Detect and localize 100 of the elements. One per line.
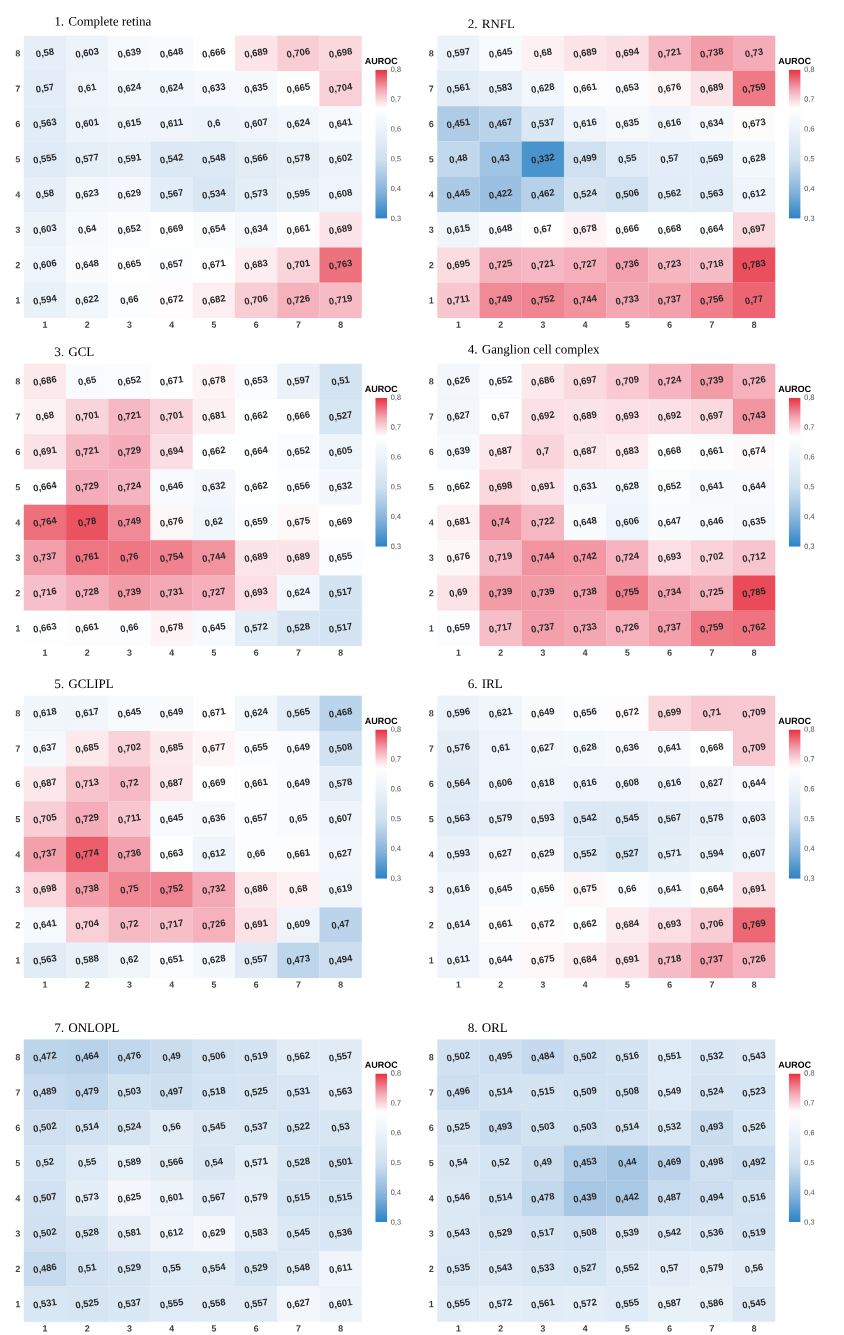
x-tick-label: 5 xyxy=(211,1325,217,1332)
data-label: 0,672 xyxy=(615,707,640,719)
y-tick-label: 5 xyxy=(429,156,434,163)
data-label: 0,468 xyxy=(329,707,353,719)
data-label: 0,576 xyxy=(447,743,470,754)
data-label: 0,655 xyxy=(244,742,268,754)
data-label: 0,514 xyxy=(615,1122,640,1133)
data-label: 0,737 xyxy=(700,954,723,966)
color-bar-title: AUROC xyxy=(365,1061,398,1068)
y-tick-label: 6 xyxy=(15,448,21,456)
data-label: 0,627 xyxy=(447,411,470,422)
data-label: 0,662 xyxy=(447,481,471,493)
y-tick-label: 2 xyxy=(15,589,21,597)
data-label: 0,639 xyxy=(118,47,141,59)
data-label: 0,666 xyxy=(287,411,310,422)
data-label: 0,503 xyxy=(531,1122,555,1133)
data-label: 0,663 xyxy=(160,849,184,860)
data-label: 0,764 xyxy=(33,516,57,528)
data-label: 0,537 xyxy=(531,118,554,129)
data-label: 0,597 xyxy=(447,47,470,59)
data-label: 0,686 xyxy=(531,375,555,387)
data-label: 0,721 xyxy=(118,411,142,422)
chart-title: 3. GCL xyxy=(55,347,94,357)
y-tick-label: 3 xyxy=(429,1230,434,1237)
y-tick-label: 8 xyxy=(429,378,434,385)
data-label: 0,648 xyxy=(75,259,99,271)
data-label: 0,774 xyxy=(75,848,100,860)
data-label: 0,685 xyxy=(160,742,184,754)
y-tick-label: 1 xyxy=(429,957,434,964)
y-tick-label: 6 xyxy=(429,448,434,456)
x-tick-label: 7 xyxy=(296,981,301,988)
x-tick-label: 5 xyxy=(211,321,217,328)
x-tick-label: 7 xyxy=(296,1325,301,1332)
data-label: 0,68 xyxy=(289,884,308,895)
data-label: 0,629 xyxy=(531,849,555,860)
data-label: 0,572 xyxy=(489,1298,513,1310)
data-label: 0,56 xyxy=(745,1263,764,1274)
data-label: 0,596 xyxy=(447,707,470,719)
data-label: 0,502 xyxy=(33,1228,57,1239)
data-label: 0,579 xyxy=(244,1192,268,1204)
data-label: 0,55 xyxy=(618,154,637,164)
data-label: 0,462 xyxy=(531,189,555,200)
data-label: 0,499 xyxy=(573,153,597,165)
data-label: 0,702 xyxy=(118,743,142,754)
data-label: 0,7 xyxy=(536,447,549,457)
data-label: 0,678 xyxy=(160,622,184,634)
data-label: 0,619 xyxy=(329,884,353,895)
data-label: 0,662 xyxy=(573,919,597,930)
x-tick-label: 7 xyxy=(709,981,715,988)
data-label: 0,657 xyxy=(160,259,183,271)
data-label: 0,58 xyxy=(36,48,55,58)
data-label: 0,534 xyxy=(202,188,226,200)
data-label: 0,628 xyxy=(573,743,597,754)
x-tick-label: 8 xyxy=(751,649,757,656)
data-label: 0,548 xyxy=(202,153,226,165)
data-label: 0,55 xyxy=(78,1157,97,1168)
data-label: 0,653 xyxy=(244,375,268,387)
data-label: 0,605 xyxy=(329,446,353,457)
data-label: 0,706 xyxy=(287,47,310,59)
data-label: 0,542 xyxy=(658,1228,682,1239)
data-label: 0,683 xyxy=(244,259,268,271)
data-label: 0,744 xyxy=(573,294,598,306)
data-label: 0,484 xyxy=(531,1051,555,1063)
data-label: 0,77 xyxy=(745,295,763,305)
data-label: 0,492 xyxy=(742,1157,766,1168)
data-label: 0,628 xyxy=(531,83,555,94)
data-label: 0,589 xyxy=(118,1157,141,1168)
data-label: 0,644 xyxy=(742,481,767,493)
data-label: 0,529 xyxy=(489,1228,513,1239)
x-tick-label: 6 xyxy=(667,321,672,328)
data-label: 0,718 xyxy=(658,954,682,966)
data-label: 0,677 xyxy=(202,742,225,754)
data-label: 0,639 xyxy=(447,446,470,457)
data-label: 0,517 xyxy=(329,587,352,598)
x-tick-label: 6 xyxy=(254,321,259,328)
x-tick-label: 1 xyxy=(456,649,461,656)
data-label: 0,759 xyxy=(700,622,724,634)
y-tick-label: 2 xyxy=(429,261,434,269)
y-tick-label: 5 xyxy=(15,1159,21,1167)
data-label: 0,509 xyxy=(573,1087,597,1098)
data-label: 0,422 xyxy=(489,189,513,200)
data-label: 0,627 xyxy=(287,1298,310,1310)
data-label: 0,545 xyxy=(742,1298,766,1310)
data-label: 0,706 xyxy=(700,919,724,930)
data-label: 0,552 xyxy=(573,849,597,860)
y-tick-label: 4 xyxy=(15,1195,21,1202)
data-label: 0,49 xyxy=(534,1158,552,1168)
y-tick-label: 7 xyxy=(429,85,434,92)
y-tick-label: 3 xyxy=(15,1230,21,1237)
data-label: 0,494 xyxy=(329,954,353,966)
data-label: 0,529 xyxy=(118,1263,141,1274)
data-label: 0,641 xyxy=(700,481,724,493)
data-label: 0,66 xyxy=(120,295,139,305)
y-tick-label: 1 xyxy=(16,957,21,964)
color-bar-title: AUROC xyxy=(778,1061,811,1068)
data-label: 0,664 xyxy=(244,446,269,457)
data-label: 0,689 xyxy=(244,47,268,59)
chart-title: 8. ORL xyxy=(468,1023,508,1033)
data-label: 0,697 xyxy=(573,375,597,387)
data-label: 0,693 xyxy=(658,919,682,930)
